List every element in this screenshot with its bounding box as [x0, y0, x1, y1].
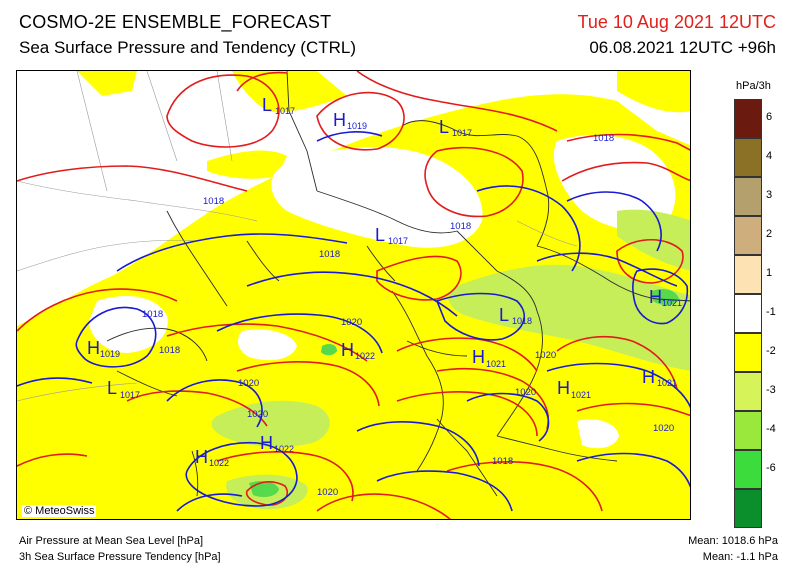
pressure-center: L 1017	[262, 95, 295, 116]
isobar-label: 1020	[238, 378, 259, 389]
svg-text:1021: 1021	[662, 298, 682, 308]
legend-tick-label: 6	[766, 111, 773, 123]
isobar-label: 1018	[450, 221, 471, 232]
svg-text:H: H	[87, 338, 100, 358]
isobar-label: 1018	[142, 309, 163, 320]
svg-text:L: L	[107, 378, 117, 398]
legend-tick-label: -6	[766, 462, 776, 474]
svg-text:H: H	[472, 347, 485, 367]
svg-text:L: L	[439, 117, 449, 137]
svg-text:H: H	[195, 447, 208, 467]
pressure-center: H 1022	[341, 340, 375, 361]
svg-text:1017: 1017	[388, 236, 408, 246]
legend-swatch	[734, 450, 762, 489]
svg-text:H: H	[642, 367, 655, 387]
svg-text:1018: 1018	[512, 316, 532, 326]
legend-tick-label: -1	[766, 306, 776, 318]
svg-text:1017: 1017	[120, 390, 140, 400]
isobar-label: 1020	[317, 487, 338, 498]
legend-swatch	[734, 99, 762, 138]
isobar-label: 1018	[203, 196, 224, 207]
svg-text:L: L	[262, 95, 272, 115]
svg-text:1017: 1017	[452, 128, 472, 138]
pressure-center: H 1022	[195, 447, 229, 468]
svg-text:H: H	[260, 433, 273, 453]
svg-text:1022: 1022	[209, 458, 229, 468]
isobar-label: 1020	[247, 409, 268, 420]
isobar-label: 1020	[535, 350, 556, 361]
mean-pressure: Mean: 1018.6 hPa	[688, 535, 778, 547]
legend-tick-label: 3	[766, 189, 773, 201]
isobar-label: 1020	[653, 423, 674, 434]
pressure-center: L 1017	[375, 225, 408, 246]
isobar-label: 1018	[492, 456, 513, 467]
pressure-center: L 1017	[107, 378, 140, 400]
legend-swatch	[734, 333, 762, 372]
isobar-label: 1018	[159, 345, 180, 356]
pressure-center: L 1018	[499, 305, 532, 326]
svg-text:1017: 1017	[275, 106, 295, 116]
legend-swatch	[734, 489, 762, 528]
legend-swatch	[734, 177, 762, 216]
legend-tick-label: -2	[766, 345, 776, 357]
legend-swatch	[734, 255, 762, 294]
pressure-center: H 1021	[557, 378, 591, 400]
legend-swatch	[734, 294, 762, 333]
legend-tick-label: 4	[766, 150, 773, 162]
legend-tick-label: 1	[766, 267, 773, 279]
footer-line-tendency: 3h Sea Surface Pressure Tendency [hPa]	[19, 551, 221, 563]
isobars-blue	[17, 131, 690, 512]
svg-text:L: L	[375, 225, 385, 245]
pressure-center: H 1021	[472, 347, 506, 369]
svg-text:1022: 1022	[355, 351, 375, 361]
svg-text:1019: 1019	[100, 349, 120, 359]
run-info: 06.08.2021 12UTC +96h	[589, 38, 776, 57]
isobar-label: 1020	[341, 317, 362, 328]
svg-text:H: H	[341, 340, 354, 360]
tendency-field-yellow	[17, 71, 690, 519]
svg-text:1021: 1021	[571, 390, 591, 400]
chart-title: COSMO-2E ENSEMBLE_FORECAST	[19, 12, 332, 32]
chart-subtitle: Sea Surface Pressure and Tendency (CTRL)	[19, 38, 357, 57]
legend-tick-label: 2	[766, 228, 773, 240]
legend-swatch	[734, 216, 762, 255]
pressure-center: H 1022	[260, 433, 294, 454]
legend-tick-label: -4	[766, 423, 776, 435]
svg-text:H: H	[557, 378, 570, 398]
svg-text:H: H	[649, 287, 662, 307]
pressure-center: H 1019	[87, 338, 120, 359]
pressure-center: H 1021	[649, 287, 682, 308]
isobar-label: 1018	[593, 133, 614, 144]
svg-text:1021: 1021	[486, 359, 506, 369]
valid-time: Tue 10 Aug 2021 12UTC	[577, 12, 776, 32]
isobar-label: 1020	[515, 387, 536, 398]
svg-text:H: H	[333, 110, 346, 130]
legend-tick-label: -3	[766, 384, 776, 396]
isobar-label: 1018	[319, 249, 340, 260]
svg-text:1021: 1021	[657, 378, 677, 388]
svg-text:L: L	[499, 305, 509, 325]
pressure-center: H 1021	[642, 367, 677, 388]
pressure-center: H 1019	[333, 110, 367, 131]
legend-unit: hPa/3h	[736, 80, 771, 92]
credit-label: © MeteoSwiss	[22, 505, 97, 517]
svg-text:1019: 1019	[347, 121, 367, 131]
country-borders	[106, 71, 690, 497]
pressure-center: L 1017	[439, 117, 472, 138]
legend-swatch	[734, 372, 762, 411]
forecast-map: L 1017 H 1019 L 1017 L 1017 H 1019 L 101…	[16, 70, 691, 520]
mean-tendency: Mean: -1.1 hPa	[702, 551, 778, 563]
footer-line-pressure: Air Pressure at Mean Sea Level [hPa]	[19, 535, 204, 547]
legend-swatch	[734, 138, 762, 177]
legend-swatch	[734, 411, 762, 450]
svg-text:1022: 1022	[274, 444, 294, 454]
